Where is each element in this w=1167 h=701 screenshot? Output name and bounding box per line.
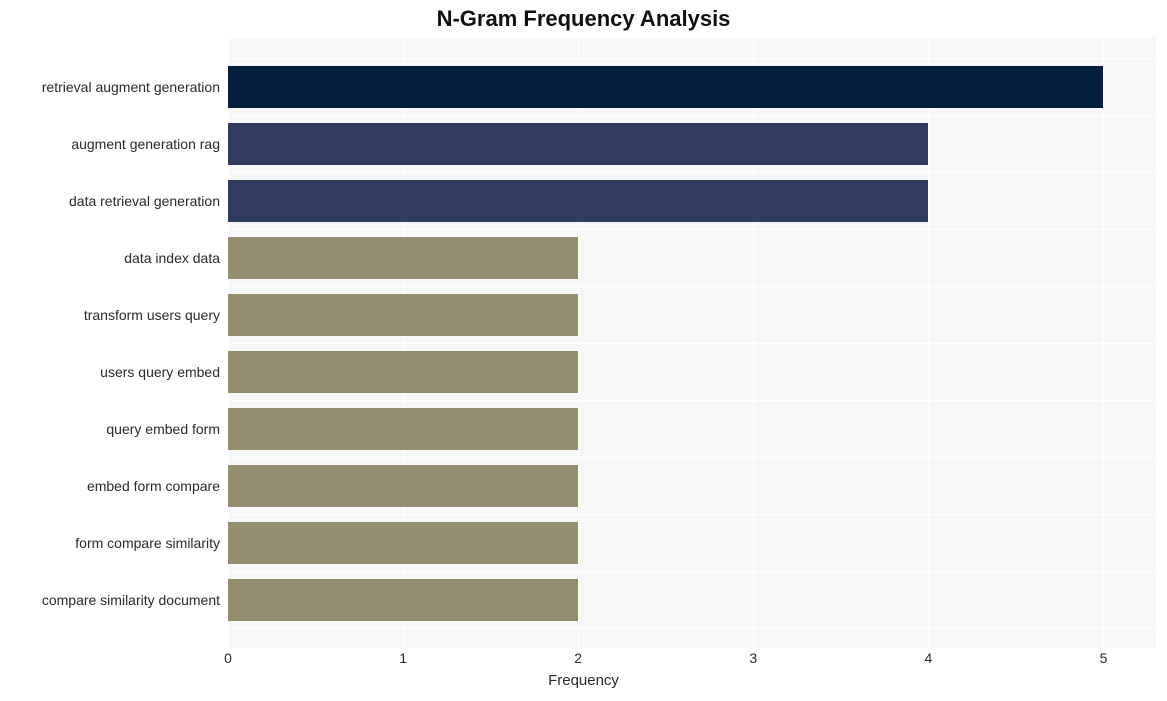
y-tick-label: augment generation rag [0, 137, 220, 151]
y-tick-label: retrieval augment generation [0, 80, 220, 94]
gridline-horizontal [228, 115, 1156, 116]
bar [228, 522, 578, 564]
gridline-horizontal [228, 343, 1156, 344]
y-axis-labels: retrieval augment generation augment gene… [0, 38, 220, 648]
x-tick-label: 0 [224, 650, 232, 666]
y-tick-label: users query embed [0, 365, 220, 379]
gridline-horizontal [228, 457, 1156, 458]
bar [228, 180, 928, 222]
bar [228, 465, 578, 507]
y-tick-label: compare similarity document [0, 593, 220, 607]
gridline-horizontal [228, 58, 1156, 59]
x-tick-label: 2 [574, 650, 582, 666]
x-tick-label: 5 [1100, 650, 1108, 666]
bar [228, 237, 578, 279]
y-tick-label: transform users query [0, 308, 220, 322]
x-axis-ticks: 012345 [228, 648, 1156, 668]
x-tick-label: 1 [399, 650, 407, 666]
x-tick-label: 4 [924, 650, 932, 666]
y-tick-label: data index data [0, 251, 220, 265]
gridline-horizontal [228, 400, 1156, 401]
y-tick-label: form compare similarity [0, 536, 220, 550]
y-tick-label: embed form compare [0, 479, 220, 493]
bar [228, 123, 928, 165]
x-axis-label: Frequency [0, 672, 1167, 689]
y-tick-label: data retrieval generation [0, 194, 220, 208]
gridline-horizontal [228, 286, 1156, 287]
bar [228, 66, 1103, 108]
gridline-horizontal [228, 172, 1156, 173]
chart-title: N-Gram Frequency Analysis [0, 6, 1167, 32]
bar [228, 408, 578, 450]
gridline-horizontal [228, 571, 1156, 572]
plot-area [228, 38, 1156, 648]
gridline-horizontal [228, 514, 1156, 515]
x-tick-label: 3 [749, 650, 757, 666]
ngram-frequency-chart: N-Gram Frequency Analysis retrieval augm… [0, 0, 1167, 701]
y-tick-label: query embed form [0, 422, 220, 436]
bar [228, 294, 578, 336]
gridline-horizontal [228, 229, 1156, 230]
bar [228, 579, 578, 621]
bar [228, 351, 578, 393]
gridline-horizontal [228, 628, 1156, 629]
